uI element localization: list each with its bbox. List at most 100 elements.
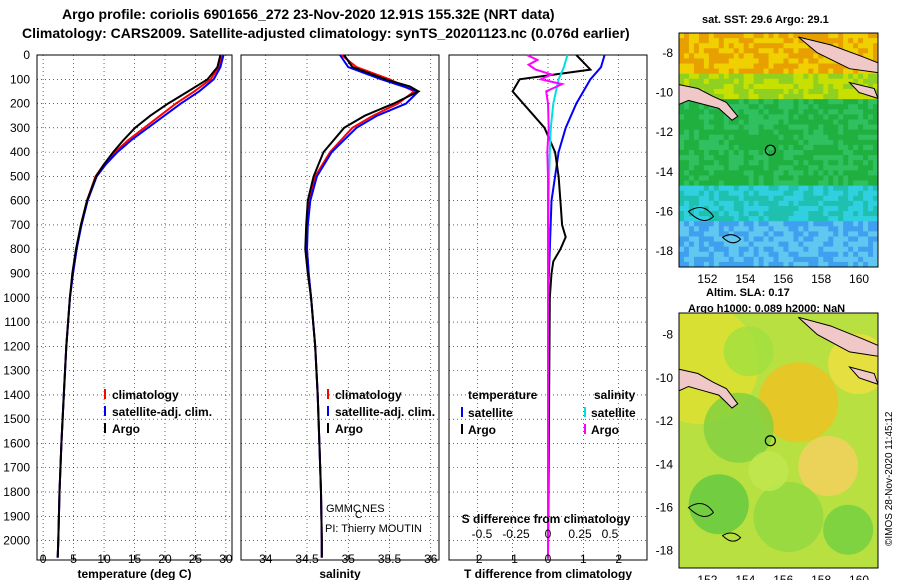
panel-salinity: [240, 54, 440, 561]
x-tick-label: 0: [40, 552, 47, 566]
y-tick-label: 500: [10, 169, 30, 183]
y-tick-label: 700: [10, 218, 30, 232]
y-tick-label: 2000: [3, 534, 30, 548]
top-tick-label: -0.5: [472, 527, 493, 541]
x-tick-label: 36: [424, 552, 438, 566]
map-lat-label: -16: [656, 204, 674, 218]
legend-label: climatology: [112, 388, 179, 402]
coastline: [848, 81, 878, 99]
legend-label: satellite-adj. clim.: [335, 405, 435, 419]
y-tick-label: 200: [10, 97, 30, 111]
x-tick-label: 5: [70, 552, 77, 566]
float-position-marker: [764, 144, 776, 156]
x-axis-label: T difference from climatology: [464, 567, 632, 580]
float-position-marker: [764, 435, 776, 447]
map-lon-label: 152: [697, 573, 717, 580]
map-lon-label: 154: [735, 573, 755, 580]
map-lat-label: -8: [662, 46, 673, 60]
legend-label: satellite: [468, 406, 513, 420]
sst-map-title: sat. SST: 29.6 Argo: 29.1: [702, 14, 829, 26]
coastline: [848, 366, 878, 385]
annotation-c: C: [355, 510, 362, 521]
x-tick-label: 0: [545, 552, 552, 566]
map-lat-label: -18: [656, 544, 674, 558]
legend-label: Argo: [335, 422, 363, 436]
legend-label: climatology: [335, 388, 402, 402]
sst-map-field: [679, 33, 878, 267]
series-line-satellite-adj-clim-: [305, 54, 421, 558]
reef-outline: [687, 206, 715, 221]
x-tick-label: 34.5: [295, 552, 319, 566]
top-axis-label: S difference from climatology: [462, 512, 631, 526]
top-tick-label: 0.25: [568, 527, 592, 541]
y-tick-label: 1800: [3, 485, 30, 499]
series-line-argo: [56, 54, 222, 558]
map-lon-label: 158: [811, 272, 831, 286]
map-lat-label: -12: [656, 125, 674, 139]
y-tick-label: 800: [10, 242, 30, 256]
map-lat-label: -10: [656, 371, 674, 385]
series-line-argo-temperature-: [511, 54, 593, 558]
series-line-argo-salinity-: [526, 54, 566, 558]
annotation-gmmc: GMMC: [326, 503, 361, 515]
x-tick-label: 1: [580, 552, 587, 566]
series-line-climatology: [56, 54, 223, 558]
coastline: [679, 368, 739, 409]
reef-outline: [721, 234, 742, 244]
map-lon-label: 158: [811, 573, 831, 580]
x-tick-label: 20: [158, 552, 172, 566]
map-lon-label: 156: [773, 573, 793, 580]
x-tick-label: 2: [615, 552, 622, 566]
legend-label: Argo: [591, 423, 619, 437]
x-tick-label: 15: [128, 552, 142, 566]
x-axis-label: salinity: [319, 567, 361, 580]
map-lat-label: -14: [656, 457, 674, 471]
series-line-argo: [304, 54, 421, 558]
x-tick-label: 30: [219, 552, 233, 566]
x-tick-label: 35.5: [378, 552, 402, 566]
chart-title-line1: Argo profile: coriolis 6901656_272 23-No…: [62, 6, 555, 22]
panel-difference: [448, 54, 648, 561]
legend-salinity-title: salinity: [594, 388, 636, 402]
panel-temperature: [36, 54, 233, 561]
coastline: [798, 316, 878, 357]
reef-outline: [687, 503, 715, 517]
y-tick-label: 1600: [3, 436, 30, 450]
x-axis-label: temperature (deg C): [77, 567, 191, 580]
x-tick-label: -1: [507, 552, 518, 566]
map-lon-label: 154: [735, 272, 755, 286]
map-lon-label: 160: [849, 272, 869, 286]
annotation-pi: PI: Thierry MOUTIN: [325, 523, 422, 535]
y-tick-label: 1000: [3, 291, 30, 305]
map-frame: [678, 312, 879, 569]
y-tick-label: 0: [23, 48, 30, 62]
y-tick-label: 1100: [4, 315, 30, 329]
panel-frame: [240, 54, 440, 561]
map-lat-label: -14: [656, 165, 674, 179]
map-frame: [678, 32, 879, 268]
reef-outline: [721, 532, 742, 542]
map-lat-label: -8: [662, 328, 673, 342]
map-lat-label: -18: [656, 244, 674, 258]
sla-map-title-2: Argo h1000: 0.089 h2000: NaN: [688, 303, 846, 315]
map-lat-label: -10: [656, 85, 674, 99]
y-tick-label: 300: [10, 121, 30, 135]
sla-map-field: [679, 313, 878, 568]
map-lon-label: 160: [849, 573, 869, 580]
coastline: [679, 84, 739, 121]
legend-label: Argo: [468, 423, 496, 437]
top-tick-label: 0: [545, 527, 552, 541]
y-tick-label: 100: [10, 72, 30, 86]
x-tick-label: 25: [189, 552, 203, 566]
y-tick-label: 1700: [3, 461, 30, 475]
legend-label: Argo: [112, 422, 140, 436]
annotation-nes: NES: [362, 503, 385, 515]
y-tick-label: 1400: [3, 388, 30, 402]
map-lat-label: -16: [656, 500, 674, 514]
coastline: [798, 36, 878, 74]
series-line-climatology: [306, 54, 417, 558]
y-tick-label: 600: [10, 194, 30, 208]
legend-temperature-title: temperature: [468, 388, 538, 402]
x-tick-label: 35: [342, 552, 356, 566]
